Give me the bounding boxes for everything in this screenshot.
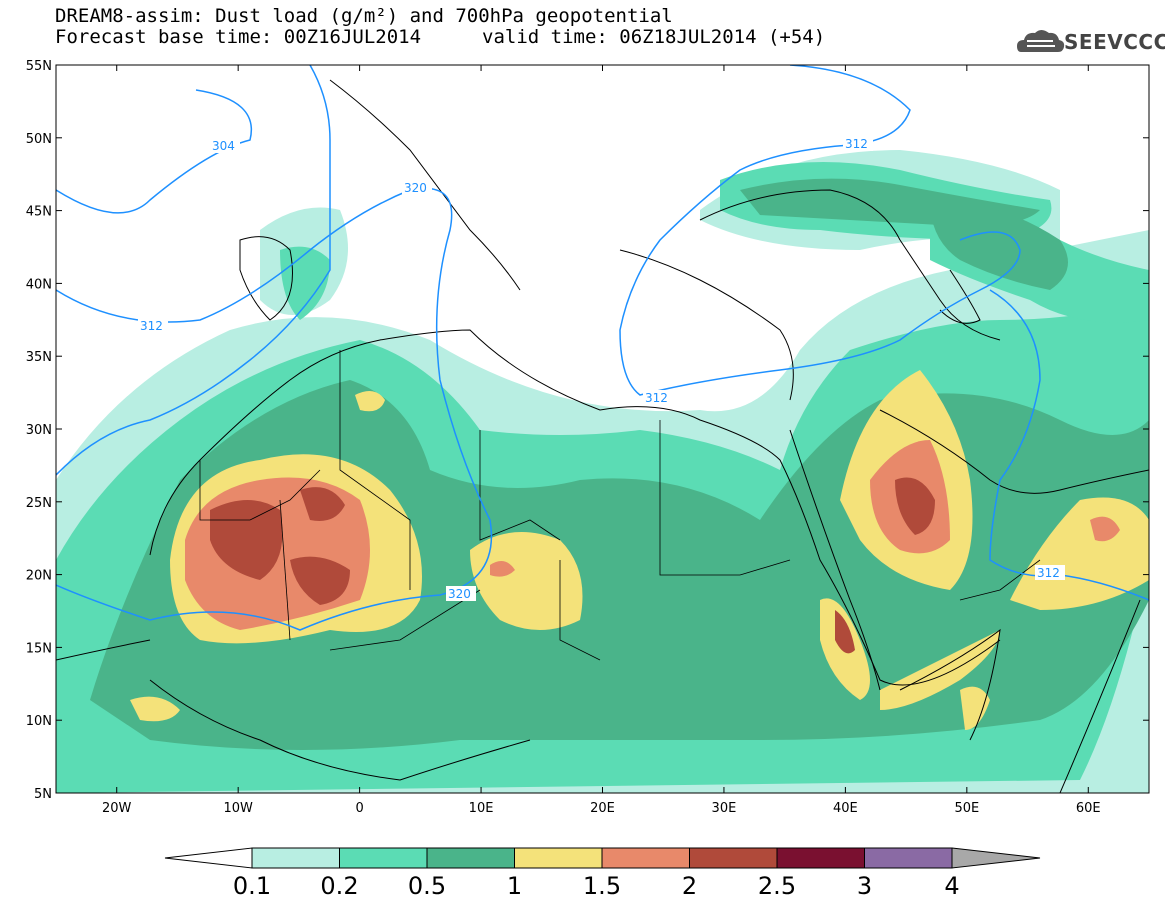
colorbar-level-label: 2 bbox=[681, 872, 698, 900]
contour-label: 312 bbox=[845, 137, 868, 151]
lat-tick-label: 20N bbox=[26, 569, 52, 584]
lat-tick-label: 15N bbox=[26, 641, 52, 656]
country-borders bbox=[199, 350, 1041, 661]
contour-label: 312 bbox=[645, 391, 668, 405]
map-title: DREAM8-assim: Dust load (g/m²) and 700hP… bbox=[55, 5, 673, 27]
colorbar-segment bbox=[864, 847, 953, 869]
latitude-labels: 55N 50N 45N 40N 35N 30N 25N 20N 15N 10N 5N bbox=[26, 59, 52, 802]
lat-tick-label: 35N bbox=[26, 350, 52, 365]
colorbar-segment bbox=[514, 847, 603, 869]
colorbar-level-label: 3 bbox=[856, 872, 873, 900]
valid-time: valid time: 06Z18JUL2014 (+54) bbox=[482, 26, 826, 48]
lon-tick-label: 20W bbox=[102, 801, 132, 816]
contour-labels: 304 320 312 312 312 320 312 bbox=[138, 136, 1065, 601]
cloud-icon bbox=[1017, 30, 1065, 52]
colorbar-level-label: 2.5 bbox=[757, 872, 797, 900]
lat-tick-label: 30N bbox=[26, 423, 52, 438]
lat-tick-label: 50N bbox=[26, 132, 52, 147]
contour-label: 304 bbox=[212, 139, 235, 153]
colorbar-segment bbox=[689, 847, 778, 869]
lat-tick-label: 25N bbox=[26, 496, 52, 511]
lat-tick-label: 40N bbox=[26, 277, 52, 292]
colorbar-segment bbox=[251, 847, 340, 869]
lat-tick-label: 5N bbox=[34, 787, 52, 802]
lat-tick-label: 45N bbox=[26, 205, 52, 220]
lon-tick-label: 60E bbox=[1076, 801, 1101, 816]
lon-tick-label: 50E bbox=[954, 801, 979, 816]
dust-field bbox=[56, 65, 1149, 793]
lat-tick-label: 10N bbox=[26, 714, 52, 729]
lon-tick-label: 10E bbox=[469, 801, 494, 816]
lon-tick-label: 0 bbox=[355, 801, 363, 816]
lon-tick-label: 30E bbox=[712, 801, 737, 816]
colorbar-segment bbox=[776, 847, 865, 869]
colorbar-level-label: 4 bbox=[944, 872, 960, 900]
axis-ticks bbox=[56, 64, 1149, 794]
lon-tick-label: 40E bbox=[833, 801, 858, 816]
colorbar-level-label: 0.2 bbox=[320, 872, 359, 900]
colorbar-level-label: 1 bbox=[506, 872, 523, 900]
contour-label: 312 bbox=[1037, 566, 1060, 580]
colorbar-under-arrow bbox=[164, 847, 253, 869]
logo-text: SEEVCCC bbox=[1064, 30, 1165, 54]
colorbar-level-label: 0.1 bbox=[232, 872, 272, 900]
lon-tick-label: 10W bbox=[223, 801, 253, 816]
colorbar-segment bbox=[426, 847, 515, 869]
colorbar-segment bbox=[339, 847, 428, 869]
colorbar-over-arrow bbox=[951, 847, 1041, 869]
forecast-base-time: Forecast base time: 00Z16JUL2014 bbox=[55, 26, 422, 48]
colorbar-level-label: 0.5 bbox=[407, 872, 447, 900]
lat-tick-label: 55N bbox=[26, 59, 52, 74]
lon-tick-label: 20E bbox=[590, 801, 615, 816]
contour-label: 320 bbox=[404, 181, 427, 195]
colorbar bbox=[164, 847, 1041, 869]
contour-label: 320 bbox=[448, 587, 471, 601]
contour-label: 312 bbox=[140, 319, 163, 333]
longitude-labels: 20W 10W 0 10E 20E 30E 40E 50E 60E bbox=[102, 801, 1101, 816]
colorbar-segment bbox=[601, 847, 690, 869]
coastlines bbox=[56, 79, 1149, 793]
colorbar-level-label: 1.5 bbox=[582, 872, 622, 900]
